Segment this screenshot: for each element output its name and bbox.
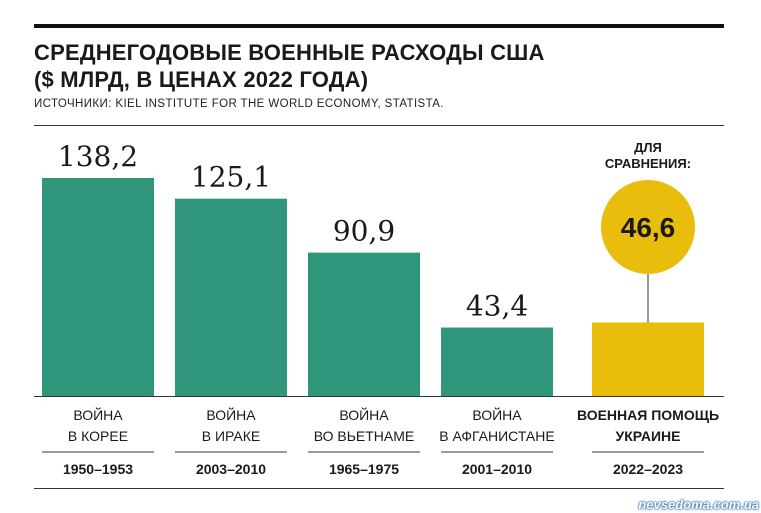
year-label: 1950–1953	[63, 461, 133, 477]
value-label: 125,1	[191, 161, 271, 194]
category-label: ВОЙНА	[339, 406, 389, 423]
value-label: 138,2	[58, 140, 138, 173]
year-label: 1965–1975	[329, 461, 399, 477]
bar	[42, 178, 154, 396]
chart-title: СРЕДНЕГОДОВЫЕ ВОЕННЫЕ РАСХОДЫ США ($ МЛР…	[34, 39, 724, 93]
chart-source: ИСТОЧНИКИ: KIEL INSTITUTE FOR THE WORLD …	[34, 98, 444, 110]
chart-title-line1: СРЕДНЕГОДОВЫЕ ВОЕННЫЕ РАСХОДЫ США	[34, 40, 545, 65]
value-label: 90,9	[333, 215, 395, 248]
bar	[175, 198, 287, 396]
comparison-label: ДЛЯ	[634, 140, 662, 155]
value-label: 43,4	[466, 290, 528, 323]
comparison-label: СРАВНЕНИЯ:	[605, 156, 691, 171]
top-rule	[34, 24, 724, 28]
category-label: В КОРЕЕ	[68, 428, 128, 444]
category-label: УКРАИНЕ	[616, 428, 681, 444]
chart-title-line2: ($ МЛРД, В ЦЕНАХ 2022 ГОДА)	[34, 67, 369, 92]
category-label: ВОЕННАЯ ПОМОЩЬ	[577, 407, 719, 423]
category-label: ВОЙНА	[206, 406, 256, 423]
category-label: В АФГАНИСТАНЕ	[439, 428, 554, 444]
year-label: 2022–2023	[613, 461, 683, 477]
year-label: 2001–2010	[462, 461, 532, 477]
bar	[441, 327, 553, 396]
bar	[592, 322, 704, 396]
highlight-circle	[601, 180, 695, 274]
category-label: В ИРАКЕ	[202, 428, 261, 444]
year-label: 2003–2010	[196, 461, 266, 477]
value-label: 46,6	[621, 212, 676, 243]
bar	[308, 252, 420, 396]
bottom-rule	[34, 488, 724, 489]
category-label: ВОЙНА	[73, 406, 123, 423]
category-label: ВОЙНА	[472, 406, 522, 423]
category-label: ВО ВЬЕТНАМЕ	[314, 428, 415, 444]
watermark: nevsedoma.com.ua	[638, 497, 759, 512]
header-divider	[34, 125, 724, 126]
